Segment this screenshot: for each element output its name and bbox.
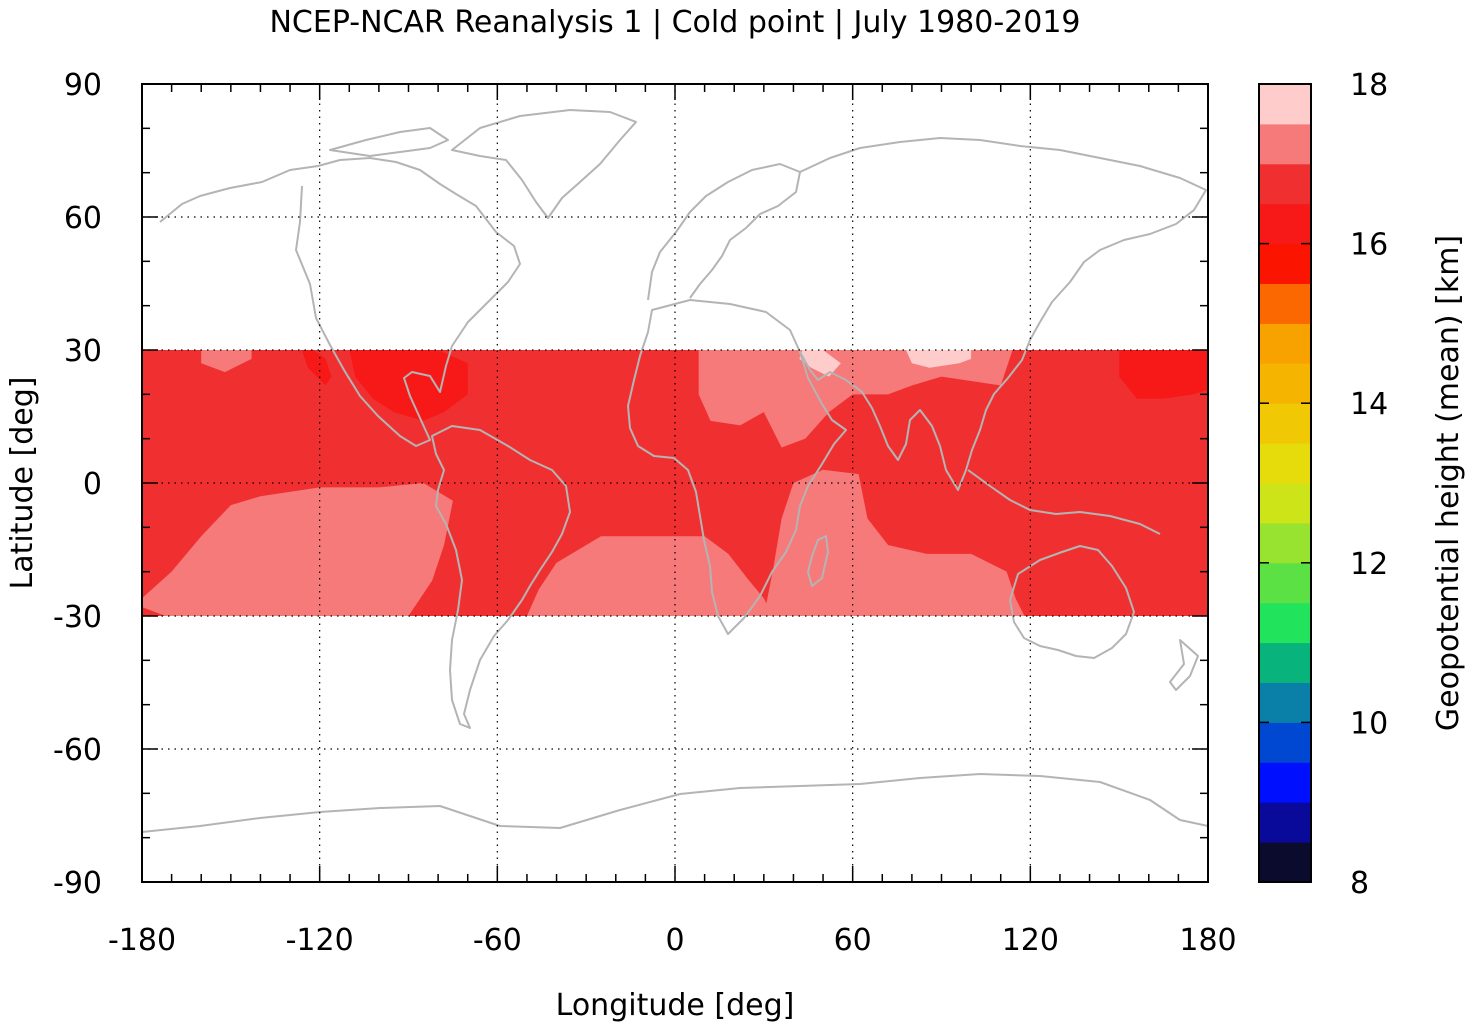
colorbar-swatch bbox=[1259, 802, 1311, 843]
colorbar-swatch bbox=[1259, 602, 1311, 644]
colorbar-swatch bbox=[1259, 403, 1311, 444]
coastline-africa bbox=[627, 299, 847, 635]
plot-area bbox=[141, 83, 1209, 883]
heatmap-region-6 bbox=[799, 350, 841, 377]
coastline-new-zealand bbox=[1169, 639, 1199, 691]
heatmap-region-1 bbox=[142, 483, 453, 616]
coastline-south-america bbox=[431, 425, 571, 729]
colorbar-swatch bbox=[1259, 522, 1311, 564]
colorbar-swatch bbox=[1259, 363, 1311, 404]
colorbar-frame bbox=[1258, 83, 1312, 883]
heatmap-region-9 bbox=[1119, 350, 1208, 399]
coastline-indonesia bbox=[967, 469, 1161, 535]
colorbar-swatch bbox=[1259, 163, 1311, 205]
heatmap-region-7 bbox=[349, 350, 468, 421]
colorbar-tick-label: 10 bbox=[1350, 706, 1388, 741]
x-axis: -180 -120 -60 0 60 120 180 bbox=[108, 923, 1237, 958]
colorbar-tick-label: 8 bbox=[1350, 866, 1369, 901]
colorbar: 8 10 12 14 16 18 bbox=[1258, 68, 1388, 901]
coastlines bbox=[141, 109, 1209, 833]
grid-lines bbox=[142, 84, 1208, 882]
plot-frame bbox=[141, 83, 1209, 883]
colorbar-tick-label: 18 bbox=[1350, 68, 1388, 103]
y-tick-label: -60 bbox=[53, 733, 102, 768]
y-axis: 90 60 30 0 -30 -60 -90 bbox=[53, 68, 102, 901]
coastline-madagascar bbox=[807, 535, 829, 587]
y-tick-label: 30 bbox=[64, 334, 102, 369]
colorbar-swatch bbox=[1259, 283, 1311, 324]
colorbar-swatch bbox=[1259, 243, 1311, 284]
heatmap-region-8 bbox=[301, 350, 332, 386]
x-tick-label: 0 bbox=[665, 923, 684, 958]
colorbar-tick-label: 12 bbox=[1350, 547, 1388, 582]
y-tick-label: -90 bbox=[53, 866, 102, 901]
x-tick-label: 180 bbox=[1179, 923, 1236, 958]
heatmap-region-4 bbox=[698, 350, 1013, 448]
heatmap-region-5 bbox=[905, 350, 972, 368]
heatmap-region-10 bbox=[201, 350, 252, 373]
y-axis-label: Latitude [deg] bbox=[5, 377, 40, 590]
x-axis-label: Longitude [deg] bbox=[556, 988, 795, 1023]
chart-title: NCEP-NCAR Reanalysis 1 | Cold point | Ju… bbox=[269, 5, 1080, 40]
x-tick-label: 60 bbox=[834, 923, 872, 958]
y-tick-label: 60 bbox=[64, 201, 102, 236]
coastline-asia bbox=[799, 137, 1207, 491]
colorbar-swatch bbox=[1259, 483, 1311, 524]
x-tick-label: -180 bbox=[108, 923, 176, 958]
coastline-australia bbox=[1009, 545, 1135, 659]
colorbar-label: Geopotential height (mean) [km] bbox=[1431, 235, 1466, 731]
y-tick-label: 90 bbox=[64, 68, 102, 103]
x-tick-label: 120 bbox=[1002, 923, 1059, 958]
heatmap-region-2 bbox=[526, 536, 773, 616]
x-tick-label: -60 bbox=[473, 923, 522, 958]
coastline-arctic-islands bbox=[329, 127, 449, 157]
colorbar-tick-label: 16 bbox=[1350, 228, 1388, 263]
colorbar-swatch bbox=[1259, 84, 1311, 125]
colorbar-tick-label: 14 bbox=[1350, 387, 1388, 422]
colorbar-swatch bbox=[1259, 642, 1311, 683]
coastline-north-america bbox=[159, 157, 521, 447]
colorbar-swatch bbox=[1259, 762, 1311, 803]
coastline-greenland bbox=[451, 109, 637, 219]
heatmap-region-3 bbox=[763, 469, 1025, 616]
colorbar-swatch bbox=[1259, 203, 1311, 245]
colorbar-swatch bbox=[1259, 562, 1311, 604]
colorbar-swatch bbox=[1259, 722, 1311, 763]
colorbar-swatch bbox=[1259, 842, 1311, 883]
colorbar-swatch bbox=[1259, 443, 1311, 484]
x-tick-label: -120 bbox=[286, 923, 354, 958]
colorbar-swatch bbox=[1259, 123, 1311, 165]
y-tick-label: -30 bbox=[53, 600, 102, 635]
colorbar-swatch bbox=[1259, 323, 1311, 364]
coastline-antarctica bbox=[141, 773, 1209, 833]
y-tick-label: 0 bbox=[83, 467, 102, 502]
colorbar-swatch bbox=[1259, 682, 1311, 723]
